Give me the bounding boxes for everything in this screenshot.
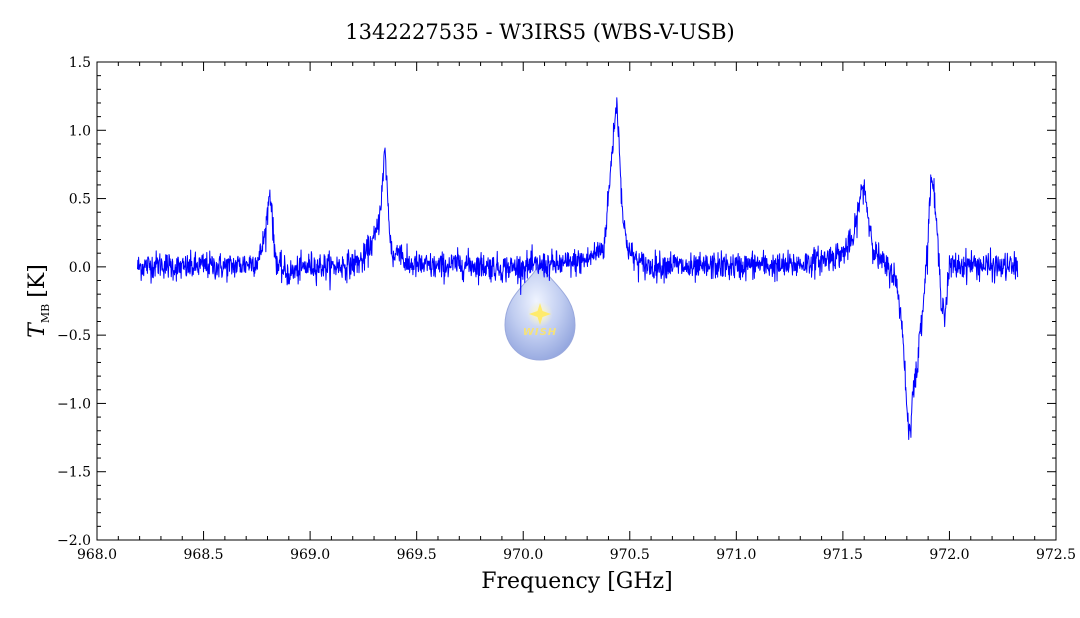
x-tick-label: 968.0 [77, 547, 117, 563]
y-axis-label-unit: [K] [25, 264, 50, 298]
y-tick-label: 0.0 [69, 260, 91, 276]
wish-logo: WISH [504, 260, 576, 361]
svg-text:TMB[K]: TMB [K] [25, 264, 52, 338]
y-axis-label-sub: MB [39, 304, 52, 323]
spectrum-series-line [136, 97, 1019, 440]
x-tick-label: 970.0 [503, 547, 543, 563]
x-tick-label: 971.5 [823, 547, 863, 563]
x-axis: 968.0 968.5 969.0 969.5 970.0 970.5 971.0 971.5… [77, 62, 1076, 563]
y-tick-label: 1.0 [69, 123, 91, 139]
y-tick-label: −1.5 [57, 465, 91, 481]
x-axis-label: Frequency [GHz] [481, 569, 673, 594]
plot-area [136, 97, 1019, 440]
x-tick-label: 969.0 [290, 547, 330, 563]
x-tick-label: 972.0 [929, 547, 969, 563]
x-tick-label: 969.5 [397, 547, 437, 563]
y-tick-label: 0.5 [69, 192, 91, 208]
x-tick-label: 968.5 [184, 547, 224, 563]
y-tick-label: −1.0 [57, 396, 91, 412]
x-tick-label: 971.0 [716, 547, 756, 563]
x-tick-label: 972.5 [1036, 547, 1076, 563]
plot-frame [96, 61, 1057, 541]
y-axis-label: TMB [K] [25, 264, 52, 338]
y-tick-label: −2.0 [57, 533, 91, 549]
x-tick-label: 970.5 [610, 547, 650, 563]
y-axis: −2.0 −1.5 −1.0 −0.5 0.0 0.5 1.0 1.5 [57, 55, 1056, 549]
y-axis-label-main: T [25, 321, 50, 338]
wish-logo-text: WISH [523, 327, 557, 338]
chart-title: 1342227535 - W3IRS5 (WBS-V-USB) [345, 20, 735, 44]
y-tick-label: 1.5 [69, 55, 91, 71]
star-icon [529, 303, 551, 325]
y-tick-label: −0.5 [57, 328, 91, 344]
